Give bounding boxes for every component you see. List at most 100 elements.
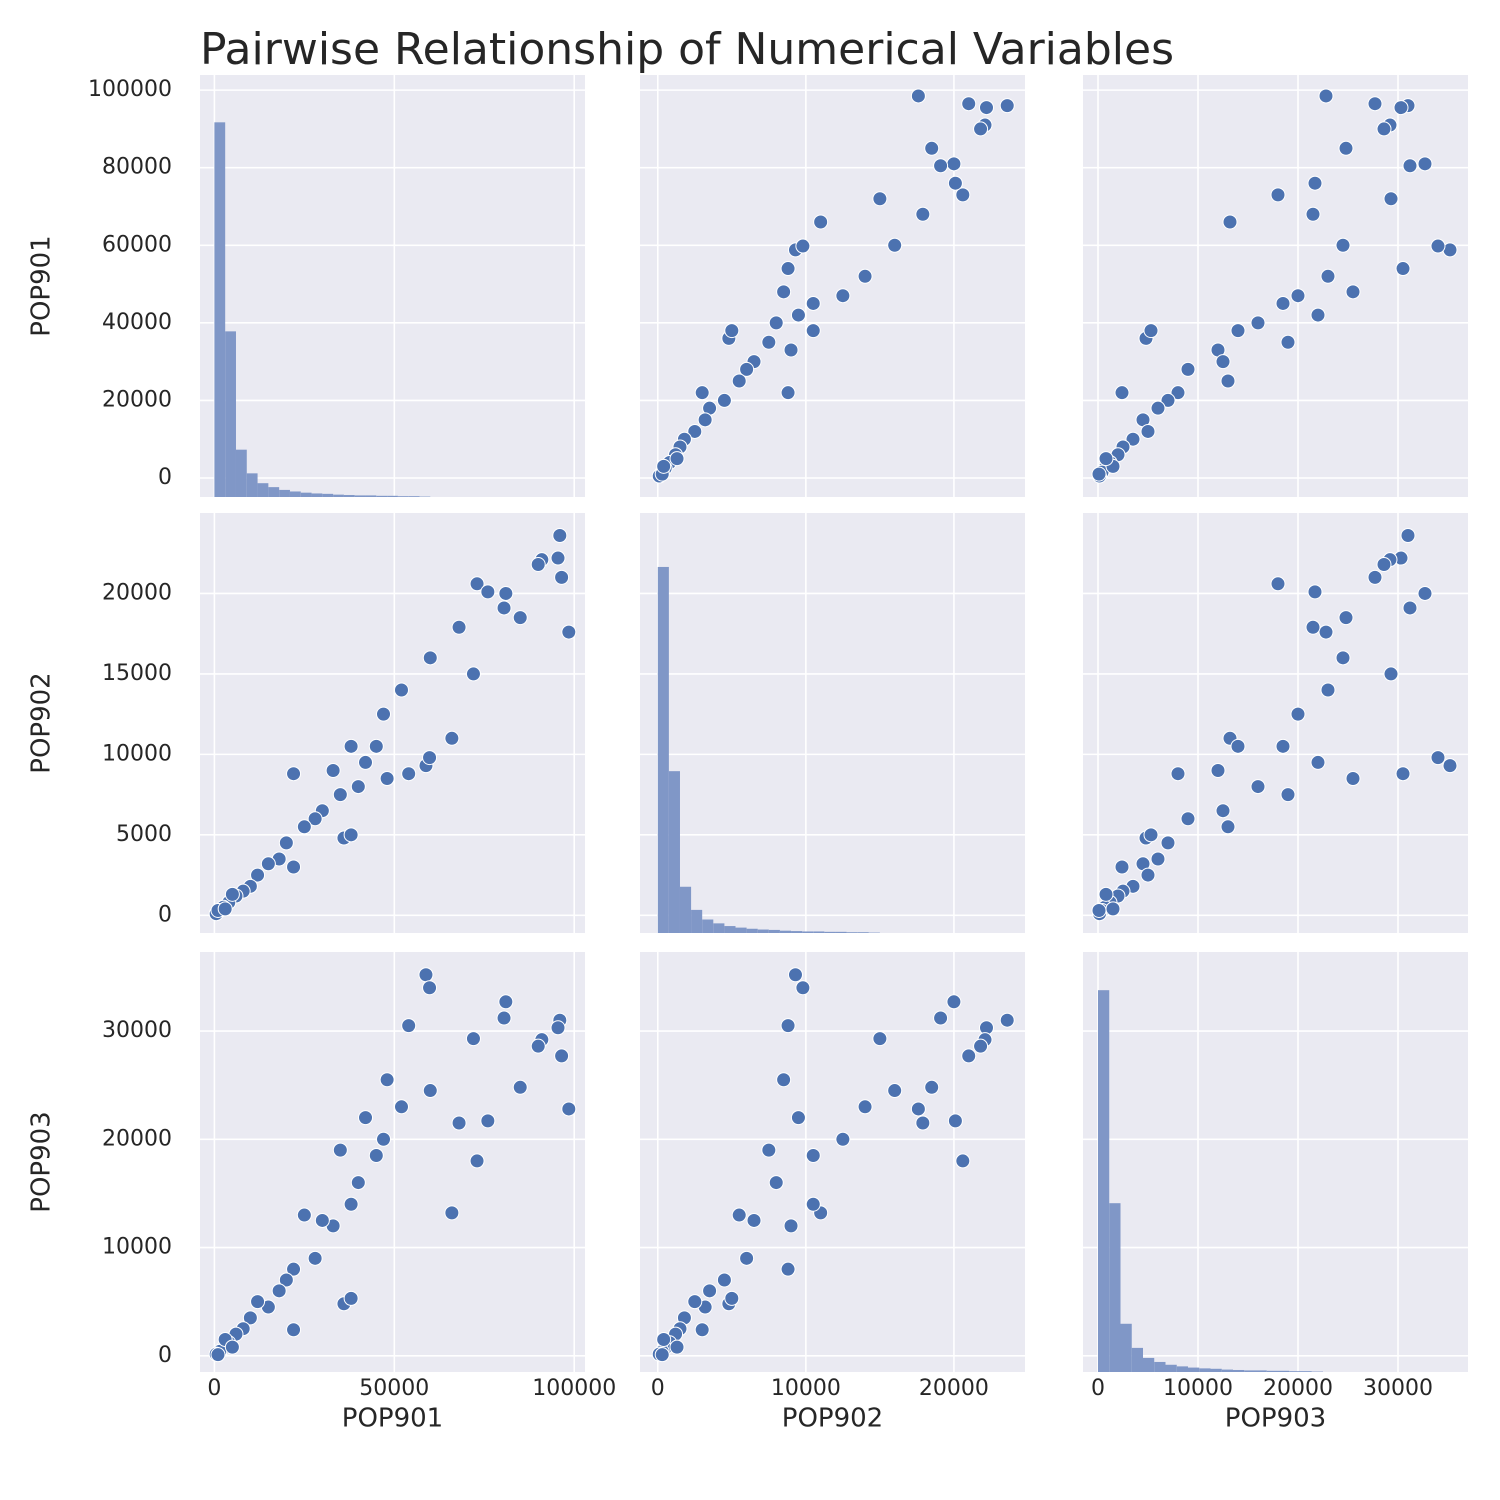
scatter-point bbox=[1114, 859, 1130, 875]
scatter-point bbox=[1143, 827, 1159, 843]
x-axis-label: POP901 bbox=[342, 1404, 443, 1434]
scatter-point bbox=[278, 835, 294, 851]
scatter-point bbox=[857, 268, 873, 284]
scatter-point bbox=[1290, 288, 1306, 304]
scatter-point bbox=[1220, 373, 1236, 389]
panel-background bbox=[640, 513, 1025, 933]
panel-background bbox=[1083, 75, 1468, 497]
scatter-point bbox=[790, 307, 806, 323]
scatter-point bbox=[343, 1290, 359, 1306]
scatter-point bbox=[724, 1290, 740, 1306]
x-tick-label: 50000 bbox=[359, 1376, 429, 1401]
histogram-bar bbox=[322, 493, 334, 497]
scatter-point bbox=[296, 1207, 312, 1223]
histogram-bar bbox=[791, 931, 803, 933]
scatter-point bbox=[656, 458, 672, 474]
scatter-point bbox=[946, 156, 962, 172]
histogram-bar bbox=[668, 771, 680, 933]
scatter-point bbox=[332, 1142, 348, 1158]
histogram-bar bbox=[1165, 1364, 1177, 1372]
scatter-point bbox=[332, 787, 348, 803]
scatter-point bbox=[724, 323, 740, 339]
scatter-point bbox=[947, 175, 963, 191]
scatter-point bbox=[1305, 619, 1321, 635]
x-tick-label: 0 bbox=[1091, 1376, 1105, 1401]
scatter-point bbox=[1442, 758, 1458, 774]
scatter-point bbox=[1250, 779, 1266, 795]
scatter-point bbox=[271, 1283, 287, 1299]
scatter-point bbox=[444, 1205, 460, 1221]
scatter-point bbox=[805, 1148, 821, 1164]
scatter-point bbox=[946, 994, 962, 1010]
scatter-point bbox=[780, 261, 796, 277]
scatter-point bbox=[1383, 191, 1399, 207]
y-tick-label: 20000 bbox=[102, 1126, 172, 1151]
scatter-point bbox=[368, 738, 384, 754]
scatter-point bbox=[451, 1115, 467, 1131]
histogram-bar bbox=[702, 919, 714, 933]
histogram-bar bbox=[802, 931, 814, 933]
scatter-point bbox=[795, 980, 811, 996]
histogram-bar bbox=[835, 931, 847, 933]
scatter-point bbox=[498, 994, 514, 1010]
y-tick-label: 20000 bbox=[102, 387, 172, 412]
scatter-point bbox=[512, 1079, 528, 1095]
scatter-point bbox=[465, 666, 481, 682]
x-tick-label: 10000 bbox=[771, 1376, 841, 1401]
scatter-point bbox=[973, 1038, 989, 1054]
histogram-bar bbox=[214, 122, 226, 498]
histogram-bar bbox=[813, 931, 825, 933]
scatter-point bbox=[286, 1261, 302, 1277]
scatter-point bbox=[697, 412, 713, 428]
scatter-point bbox=[1105, 901, 1121, 917]
scatter-point bbox=[418, 967, 434, 983]
scatter-point bbox=[783, 1218, 799, 1234]
scatter-point bbox=[1318, 88, 1334, 104]
histogram-bar bbox=[679, 886, 692, 933]
scatter-point bbox=[393, 1099, 409, 1115]
histogram-bar bbox=[824, 931, 836, 933]
scatter-point bbox=[1270, 187, 1286, 203]
scatter-point bbox=[915, 1115, 931, 1131]
histogram-bar bbox=[376, 495, 388, 497]
scatter-point bbox=[805, 295, 821, 311]
scatter-point bbox=[1335, 237, 1351, 253]
scatter-point bbox=[422, 1083, 438, 1099]
scatter-point bbox=[307, 1250, 323, 1266]
scatter-point bbox=[694, 1322, 710, 1338]
scatter-point bbox=[444, 730, 460, 746]
scatter-point bbox=[401, 766, 417, 782]
scatter-point bbox=[768, 1175, 784, 1191]
y-tick-label: 60000 bbox=[102, 232, 172, 257]
scatter-point bbox=[561, 624, 577, 640]
x-tick-label: 30000 bbox=[1363, 1376, 1433, 1401]
scatter-point bbox=[1345, 771, 1361, 787]
scatter-point bbox=[1150, 851, 1166, 867]
scatter-point bbox=[776, 284, 792, 300]
scatter-point bbox=[1345, 284, 1361, 300]
scatter-point bbox=[350, 1175, 366, 1191]
panel-background bbox=[1083, 952, 1468, 1372]
scatter-point bbox=[379, 771, 395, 787]
histogram-bar bbox=[1300, 1371, 1312, 1372]
scatter-point bbox=[260, 856, 276, 872]
scatter-point bbox=[496, 1010, 512, 1026]
histogram-bar bbox=[757, 929, 769, 933]
histogram-bar bbox=[1266, 1370, 1278, 1372]
scatter-point bbox=[731, 373, 747, 389]
scatter-point bbox=[654, 1347, 670, 1363]
scatter-point bbox=[687, 423, 703, 439]
scatter-point bbox=[973, 121, 989, 137]
scatter-point bbox=[1290, 706, 1306, 722]
histogram-bar bbox=[387, 495, 398, 497]
scatter-point bbox=[286, 859, 302, 875]
scatter-point bbox=[915, 206, 931, 222]
scatter-point bbox=[813, 214, 829, 230]
scatter-point bbox=[250, 867, 266, 883]
scatter-point bbox=[1402, 158, 1418, 174]
scatter-point bbox=[1338, 140, 1354, 156]
scatter-point bbox=[739, 1250, 755, 1266]
scatter-point bbox=[1395, 261, 1411, 277]
scatter-point bbox=[368, 1148, 384, 1164]
x-tick-label: 10000 bbox=[1163, 1376, 1233, 1401]
